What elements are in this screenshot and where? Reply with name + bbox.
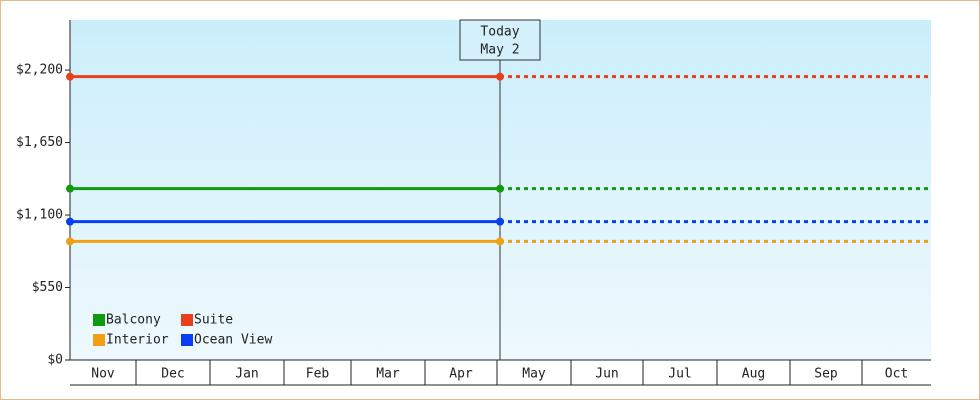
point xyxy=(66,72,74,81)
y-tick-label: $0 xyxy=(47,353,63,368)
point xyxy=(496,184,504,193)
y-tick-label: $2,200 xyxy=(16,63,63,78)
legend-swatch xyxy=(181,334,193,346)
x-tick-label: Aug xyxy=(742,367,765,382)
x-tick-label: Nov xyxy=(91,367,115,382)
point xyxy=(496,72,504,81)
x-tick-label: Sep xyxy=(814,367,838,382)
legend-label: Interior xyxy=(106,333,169,348)
x-tick-label: Dec xyxy=(161,367,184,382)
point xyxy=(496,217,504,226)
legend-label: Ocean View xyxy=(194,333,272,348)
x-tick-label: Oct xyxy=(885,367,908,382)
x-tick-label: Jul xyxy=(668,367,691,382)
y-tick-label: $550 xyxy=(32,280,63,295)
legend-swatch xyxy=(93,314,105,326)
point xyxy=(496,237,504,246)
today-box xyxy=(459,19,541,61)
x-tick-label: Jun xyxy=(595,367,618,382)
legend-label: Suite xyxy=(194,313,233,328)
x-tick-label: Mar xyxy=(376,367,400,382)
y-tick-label: $1,100 xyxy=(16,208,63,223)
today-label: Today xyxy=(480,25,519,40)
legend-swatch xyxy=(93,334,105,346)
x-tick-label: Feb xyxy=(306,367,330,382)
point xyxy=(66,184,74,193)
y-tick-label: $1,650 xyxy=(16,135,63,150)
x-tick-label: May xyxy=(522,367,546,382)
point xyxy=(66,237,74,246)
today-label: May 2 xyxy=(480,43,519,58)
point xyxy=(66,217,74,226)
legend-swatch xyxy=(181,314,193,326)
x-tick-label: Apr xyxy=(449,367,473,382)
x-tick-label: Jan xyxy=(235,367,258,382)
legend-label: Balcony xyxy=(106,313,161,328)
